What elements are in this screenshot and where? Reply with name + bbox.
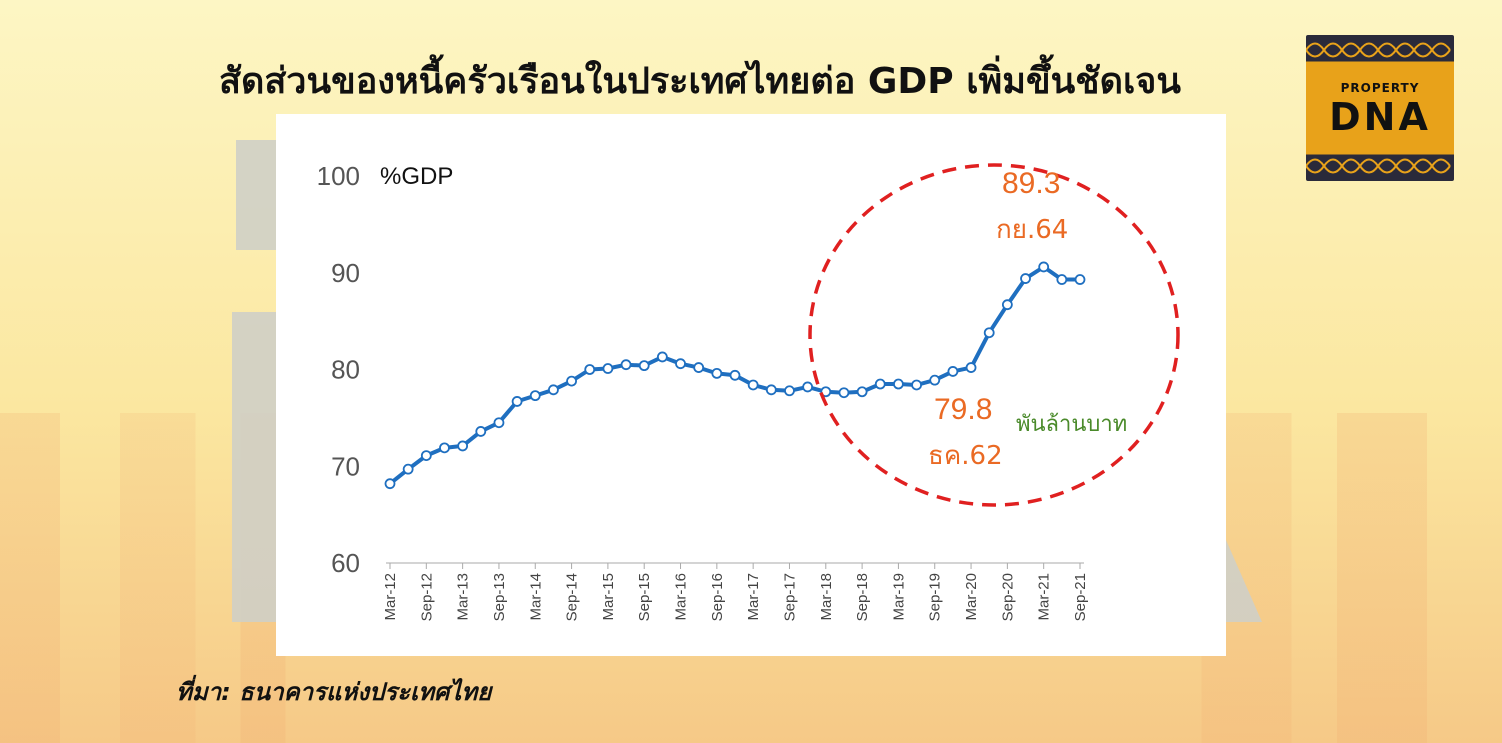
background-watermark-shape xyxy=(232,312,280,622)
x-tick-label: Sep-21 xyxy=(1072,573,1089,621)
data-point xyxy=(1001,299,1013,311)
data-point xyxy=(620,359,632,371)
unit-label: %GDP xyxy=(380,163,453,190)
x-tick-label: Sep-13 xyxy=(491,573,508,621)
annotation-value-dec62: 79.8 xyxy=(934,393,992,426)
data-point xyxy=(1020,273,1031,284)
logo-top-text: PROPERTY xyxy=(1340,81,1420,95)
data-point xyxy=(475,426,487,437)
data-point xyxy=(1056,274,1068,285)
data-point xyxy=(693,362,705,373)
data-point xyxy=(602,363,614,374)
data-point xyxy=(784,385,795,397)
data-point xyxy=(420,450,432,462)
x-tick-label: Mar-14 xyxy=(527,573,544,621)
data-point xyxy=(1038,261,1050,273)
dna-helix-icon xyxy=(1306,42,1451,58)
data-point xyxy=(856,386,868,398)
x-tick-label: Sep-12 xyxy=(418,573,435,621)
data-point xyxy=(439,442,450,454)
data-point xyxy=(983,327,995,339)
data-point xyxy=(511,396,523,407)
x-tick-label: Sep-20 xyxy=(999,573,1016,621)
x-tick-label: Mar-16 xyxy=(673,573,690,621)
data-point xyxy=(747,379,759,391)
y-tick-label: 60 xyxy=(331,548,360,578)
data-point xyxy=(820,386,832,398)
data-point xyxy=(584,364,596,375)
annotation-date-dec62: ธค.62 xyxy=(928,441,1003,471)
data-point xyxy=(493,417,505,429)
y-tick-label: 80 xyxy=(331,355,360,385)
y-tick-label: 70 xyxy=(331,451,360,481)
household-debt-line-chart: 60 70 80 90 100 Mar-12 Sep-12 Mar-13 Sep-13 Mar-… xyxy=(317,161,1180,621)
x-tick-label: Mar-13 xyxy=(455,573,472,621)
data-point xyxy=(965,362,977,373)
data-point xyxy=(838,387,850,399)
data-point xyxy=(1074,274,1086,285)
data-point xyxy=(384,478,396,490)
data-point xyxy=(911,379,922,391)
x-tick-label: Sep-17 xyxy=(781,573,798,621)
data-point xyxy=(529,390,541,402)
data-point xyxy=(874,378,886,390)
y-tick-label: 90 xyxy=(331,258,360,288)
data-point xyxy=(566,375,577,387)
data-point xyxy=(402,463,414,475)
property-dna-logo: PROPERTY DNA xyxy=(1306,35,1454,181)
annotation-value-peak: 89.3 xyxy=(1002,167,1060,200)
x-tick-label: Mar-21 xyxy=(1036,573,1053,621)
data-point xyxy=(457,440,469,452)
x-tick-label: Mar-20 xyxy=(963,573,980,621)
dna-helix-icon xyxy=(1306,158,1451,174)
x-tick-label: Mar-18 xyxy=(818,573,835,621)
x-tick-label: Mar-15 xyxy=(600,573,617,621)
data-point xyxy=(656,351,668,363)
data-point xyxy=(711,367,723,379)
x-tick-label: Sep-18 xyxy=(854,573,871,621)
annotation-date-peak: กย.64 xyxy=(996,215,1068,245)
chart-panel: 60 70 80 90 100 Mar-12 Sep-12 Mar-13 Sep-13 Mar-… xyxy=(276,114,1226,656)
data-point xyxy=(765,384,777,396)
data-point xyxy=(929,374,941,386)
y-tick-label: 100 xyxy=(317,161,360,191)
x-tick-label: Sep-15 xyxy=(636,573,653,621)
data-point xyxy=(638,360,650,372)
data-point xyxy=(729,369,741,381)
annotation-unit-text: พันล้านบาท xyxy=(1016,412,1127,437)
source-note: ที่มา: ธนาคารแห่งประเทศไทย xyxy=(176,678,492,706)
x-tick-label: Sep-16 xyxy=(709,573,726,621)
logo-main-text: DNA xyxy=(1329,95,1431,139)
x-tick-label: Mar-12 xyxy=(382,573,399,621)
page-title: สัดส่วนของหนี้ครัวเรือนในประเทศไทยต่อ GD… xyxy=(218,61,1181,102)
data-point xyxy=(947,366,959,377)
x-tick-label: Sep-19 xyxy=(927,573,944,621)
x-tick-label: Mar-19 xyxy=(890,573,907,621)
x-tick-label: Sep-14 xyxy=(564,573,581,621)
data-point xyxy=(675,358,686,370)
data-point xyxy=(893,378,904,390)
data-point xyxy=(802,381,814,393)
data-point xyxy=(548,384,559,396)
highlight-circle xyxy=(808,163,1180,507)
x-tick-label: Mar-17 xyxy=(745,573,762,621)
